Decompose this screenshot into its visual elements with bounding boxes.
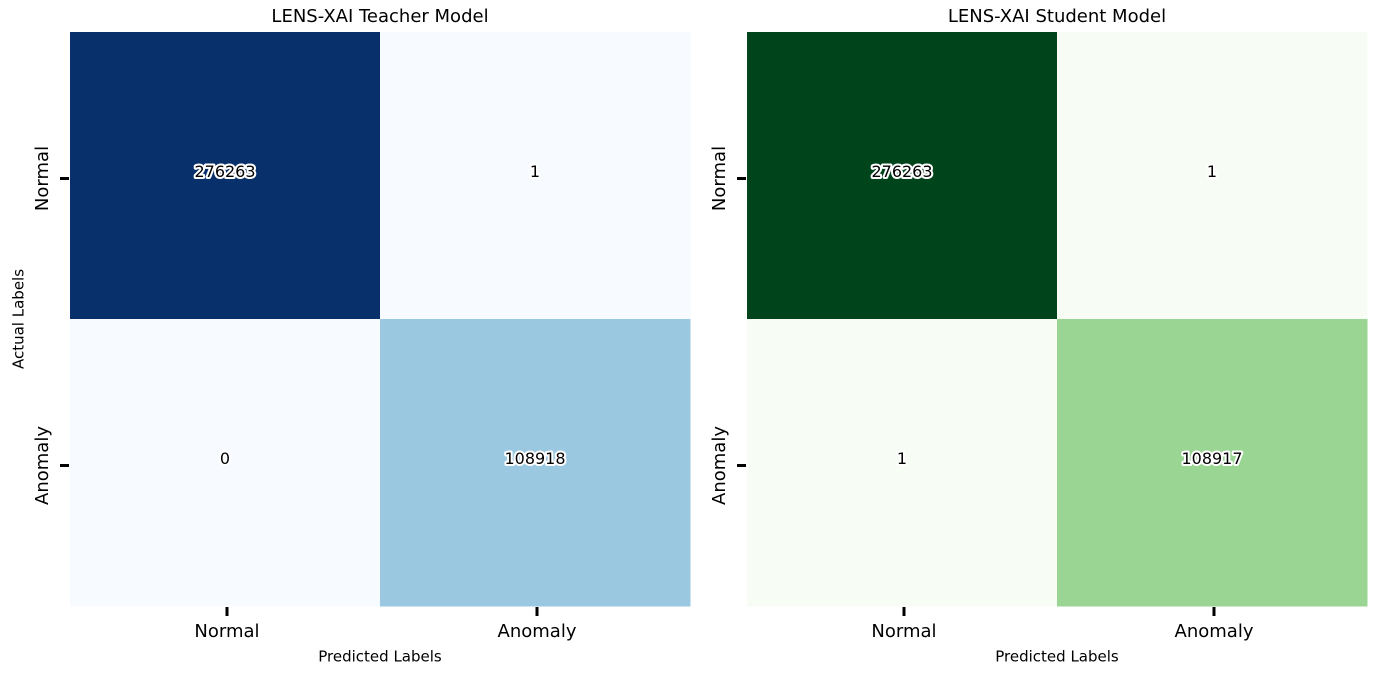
heatmap-cell — [70, 319, 381, 607]
heatmap-cell — [1057, 319, 1368, 607]
y-tick-label: Normal — [32, 146, 53, 211]
y-axis-label: Actual Labels — [10, 269, 28, 369]
cell-label: 108917 — [1181, 449, 1242, 468]
x-axis-label: Predicted Labels — [318, 648, 442, 666]
cell-label: 276263 — [871, 162, 932, 181]
heatmap-cell — [747, 32, 1058, 320]
heatmap-cell — [1057, 32, 1368, 320]
cell-label: 1 — [530, 162, 540, 181]
x-tick-label: Normal — [194, 621, 259, 642]
cell-label: 276263 — [194, 162, 255, 181]
x-tick-label: Anomaly — [498, 621, 577, 642]
y-tick-label: Anomaly — [709, 426, 730, 505]
x-tick-label: Anomaly — [1175, 621, 1254, 642]
cell-label: 1 — [897, 449, 907, 468]
heatmap-cell — [747, 319, 1058, 607]
x-axis-label: Predicted Labels — [995, 648, 1119, 666]
x-tick-label: Normal — [871, 621, 936, 642]
heatmap-cell — [70, 32, 381, 320]
y-tick-label: Normal — [709, 146, 730, 211]
chart-title: LENS-XAI Teacher Model — [271, 6, 488, 27]
cell-label: 0 — [220, 449, 230, 468]
y-tick-label: Anomaly — [32, 426, 53, 505]
cell-label: 1 — [1207, 162, 1217, 181]
heatmap-cell — [380, 319, 691, 607]
cell-label: 108918 — [504, 449, 565, 468]
chart-title: LENS-XAI Student Model — [948, 6, 1166, 27]
heatmap-cell — [380, 32, 691, 320]
